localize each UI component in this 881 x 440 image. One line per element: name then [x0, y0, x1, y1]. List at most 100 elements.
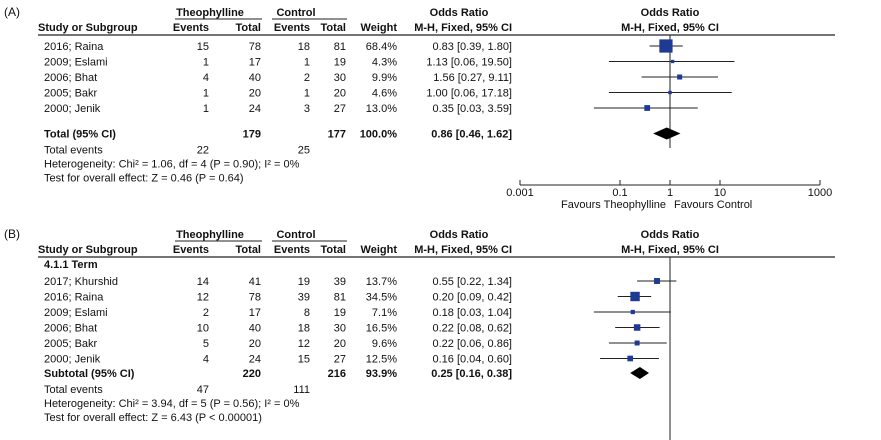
total-label: Total (95% CI) — [44, 129, 116, 141]
study-row: 2009; Eslami 1 17 1 19 4.3% 1.13 [0.06, 19.50] — [44, 57, 735, 69]
x-tick-label: 1 — [667, 187, 673, 199]
study-point-estimate — [634, 340, 640, 346]
header-events-2: Events — [274, 22, 310, 34]
study-point-estimate — [627, 355, 634, 362]
study-total-1: 17 — [249, 307, 261, 319]
study-ci: 1.00 [0.06, 17.18] — [426, 88, 512, 100]
study-ci: 0.16 [0.04, 0.60] — [432, 354, 512, 366]
study-total-2: 27 — [334, 354, 346, 366]
panel-label: (A) — [4, 5, 20, 19]
study-point-estimate — [644, 105, 651, 111]
header-total-1: Total — [236, 22, 261, 34]
study-weight: 7.1% — [372, 307, 397, 319]
header-group1: Theophylline — [176, 7, 244, 19]
total-weight: 93.9% — [366, 368, 397, 380]
study-point-estimate — [630, 291, 640, 302]
header-plot-title: Odds Ratio — [641, 7, 700, 19]
study-total-1: 41 — [249, 276, 261, 288]
study-weight: 4.3% — [372, 57, 397, 69]
header-events-1: Events — [173, 244, 209, 256]
panel-label: (B) — [4, 227, 20, 241]
overall-effect-text: Test for overall effect: Z = 6.43 (P < 0… — [44, 412, 262, 424]
study-row: 2006; Bhat 4 40 2 30 9.9% 1.56 [0.27, 9.11] — [44, 72, 718, 84]
study-total-2: 39 — [334, 276, 346, 288]
heterogeneity-text: Heterogeneity: Chi² = 3.94, df = 5 (P = … — [44, 398, 300, 410]
study-ci: 0.18 [0.03, 1.04] — [432, 307, 512, 319]
header-events-1: Events — [173, 22, 209, 34]
study-ci: 1.56 [0.27, 9.11] — [433, 72, 512, 84]
study-total-1: 24 — [249, 354, 261, 366]
study-total-1: 78 — [249, 292, 261, 304]
study-weight: 9.9% — [372, 72, 397, 84]
total-ci: 0.86 [0.46, 1.62] — [431, 129, 512, 141]
study-row: 2016; Raina 12 78 39 81 34.5% 0.20 [0.09, 0.42… — [44, 291, 652, 304]
header-plot-title: Odds Ratio — [641, 229, 700, 241]
header-or-method: M-H, Fixed, 95% CI — [414, 22, 512, 34]
study-events-1: 1 — [203, 103, 209, 115]
x-tick-label: 0.1 — [612, 187, 627, 199]
total-events-1: 22 — [197, 145, 209, 157]
study-point-estimate — [633, 324, 641, 331]
study-weight: 16.5% — [366, 323, 397, 335]
total-total-2: 177 — [328, 129, 346, 141]
study-name: 2005; Bakr — [44, 88, 98, 100]
pooled-estimate-diamond — [630, 367, 649, 379]
total-total-1: 220 — [243, 368, 261, 380]
forest-panel-a: (A) Theophylline Control Odds Ratio Odds Rat… — [4, 5, 835, 211]
study-name: 2005; Bakr — [44, 338, 98, 350]
study-total-1: 40 — [249, 72, 261, 84]
header-group1: Theophylline — [176, 229, 244, 241]
total-ci: 0.25 [0.16, 0.38] — [431, 368, 512, 380]
study-total-2: 19 — [334, 307, 346, 319]
study-point-estimate — [677, 74, 683, 80]
study-weight: 9.6% — [372, 338, 397, 350]
study-events-2: 3 — [304, 103, 310, 115]
study-name: 2016; Raina — [44, 292, 104, 304]
total-total-1: 179 — [243, 129, 261, 141]
study-events-1: 15 — [197, 41, 209, 53]
study-events-1: 4 — [203, 354, 209, 366]
study-name: 2006; Bhat — [44, 72, 97, 84]
header-total-2: Total — [321, 244, 346, 256]
study-row: 2005; Bakr 1 20 1 20 4.6% 1.00 [0.06, 17.18] — [44, 88, 732, 100]
study-ci: 0.83 [0.39, 1.80] — [432, 41, 512, 53]
study-name: 2009; Eslami — [44, 57, 108, 69]
study-events-1: 1 — [203, 88, 209, 100]
study-weight: 4.6% — [372, 88, 397, 100]
header-group2: Control — [276, 229, 315, 241]
favours-right-label: Favours Control — [674, 199, 752, 211]
study-events-2: 2 — [304, 72, 310, 84]
study-weight: 13.7% — [366, 276, 397, 288]
study-total-2: 19 — [334, 57, 346, 69]
study-total-1: 78 — [249, 41, 261, 53]
header-or-title: Odds Ratio — [430, 229, 489, 241]
total-weight: 100.0% — [360, 129, 398, 141]
header-weight: Weight — [361, 244, 398, 256]
study-total-1: 20 — [249, 338, 261, 350]
study-row: 2000; Jenik 1 24 3 27 13.0% 0.35 [0.03, 3.59] — [44, 103, 698, 115]
study-point-estimate — [654, 278, 660, 284]
study-ci: 0.35 [0.03, 3.59] — [432, 103, 512, 115]
study-name: 2009; Eslami — [44, 307, 108, 319]
study-events-2: 19 — [298, 276, 310, 288]
study-total-2: 27 — [334, 103, 346, 115]
study-total-1: 17 — [249, 57, 261, 69]
study-point-estimate — [659, 39, 673, 53]
study-name: 2016; Raina — [44, 41, 104, 53]
study-row: 2009; Eslami 2 17 8 19 7.1% 0.18 [0.03, 1.04] — [44, 307, 671, 319]
total-events-label: Total events — [44, 145, 103, 157]
heterogeneity-text: Heterogeneity: Chi² = 1.06, df = 4 (P = … — [44, 159, 300, 171]
total-events-1: 47 — [197, 384, 209, 396]
study-ci: 0.22 [0.06, 0.86] — [432, 338, 512, 350]
study-total-1: 24 — [249, 103, 261, 115]
header-total-1: Total — [236, 244, 261, 256]
overall-effect-text: Test for overall effect: Z = 0.46 (P = 0… — [44, 173, 244, 185]
header-or-method: M-H, Fixed, 95% CI — [414, 244, 512, 256]
study-weight: 68.4% — [366, 41, 397, 53]
total-row: Total (95% CI) 179 177 100.0% 0.86 [0.46, 1.… — [44, 127, 681, 141]
study-events-1: 2 — [203, 307, 209, 319]
study-total-1: 20 — [249, 88, 261, 100]
total-events-2: 25 — [298, 145, 310, 157]
study-events-1: 10 — [197, 323, 209, 335]
